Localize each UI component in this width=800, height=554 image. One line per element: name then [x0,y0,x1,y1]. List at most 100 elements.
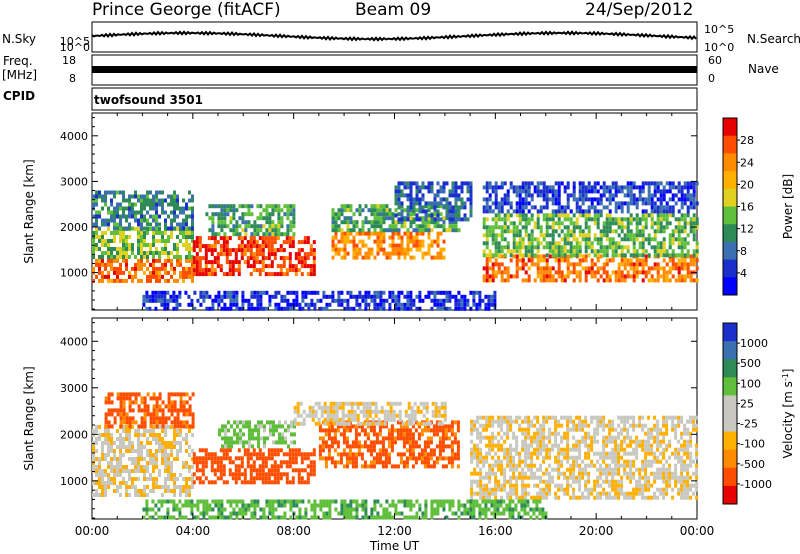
velocity-colorbar-tick-7: -1000 [740,478,772,491]
nsky-tick-top: 10^5 [60,35,90,48]
power-colorbar-tick-4: 12 [740,223,754,236]
freq-trace [92,66,697,73]
power-colorbar-tick-6: 4 [740,267,747,280]
nave-tick-top: 60 [708,54,722,67]
velocity-colorbar-swatch-2 [723,359,737,378]
cpid-label: CPID [3,89,36,103]
xtick-label-1: 04:00 [176,524,211,538]
velocity-colorbar-swatch-4 [723,395,737,414]
power-region-1 [92,227,194,259]
power-region-5 [331,231,446,260]
power-region-0 [92,258,194,283]
velocity-colorbar-swatch-9 [723,485,737,505]
power-region-9 [482,213,699,258]
freq-unit-label: [MHz] [2,68,38,82]
power-colorbar-tick-2: 20 [740,178,754,191]
nsky-panel [91,21,698,53]
xtick-label-3: 12:00 [377,524,412,538]
velocity-ytick-label-3: 4000 [60,335,88,348]
beam-title: Beam 09 [355,0,432,20]
xtick-label-6: 00:00 [680,524,715,538]
power-colorbar-swatch-1 [723,135,737,154]
xaxis-label: Time UT [369,539,420,553]
velocity-colorbar-swatch-8 [723,467,737,487]
power-colorbar-swatch-7 [723,241,737,261]
velocity-colorbar-swatch-5 [723,413,737,433]
xtick-label-5: 20:00 [579,524,614,538]
velocity-colorbar-swatch-3 [723,377,737,396]
velocity-colorbar-tick-4: -25 [740,418,758,431]
velocity-region-1 [104,392,195,429]
power-region-4 [205,204,296,237]
power-colorbar-label: Power [dB] [781,174,795,239]
power-colorbar-tick-3: 16 [740,201,754,214]
velocity-region-4 [318,420,460,469]
xtick-label-0: 00:00 [75,524,110,538]
velocity-colorbar-swatch-6 [723,431,737,451]
cpid-panel [91,87,698,111]
velocity-region-3 [218,420,296,449]
velocity-ylabel: Slant Range [km] [22,366,36,470]
freq-tick-top: 18 [62,54,76,67]
power-colorbar-swatch-0 [723,118,737,137]
nave-tick-bottom: 0 [708,72,715,85]
velocity-colorbar-swatch-0 [723,323,737,342]
velocity-region-0 [92,425,194,497]
power-region-11 [142,290,497,311]
velocity-region-6 [470,415,699,500]
nsky-label: N.Sky [2,32,37,46]
power-colorbar-swatch-2 [723,153,737,172]
nsky-tick-bottom: 10^0 [60,41,90,54]
date-title: 24/Sep/2012 [585,0,694,20]
power-colorbar-swatch-5 [723,206,737,225]
power-colorbar-tick-0: 28 [740,134,754,147]
power-region-2 [92,190,194,231]
power-ytick-label-0: 1000 [60,267,88,280]
velocity-colorbar-tick-0: 1000 [740,337,768,350]
power-ytick-label-3: 4000 [60,130,88,143]
velocity-colorbar-tick-3: 25 [740,397,754,410]
velocity-colorbar-swatch-1 [723,341,737,360]
velocity-region-7 [142,499,548,520]
velocity-colorbar-tick-5: -100 [740,438,765,451]
cpid-value: twofsound 3501 [94,93,203,107]
power-colorbar-swatch-8 [723,259,737,278]
power-region-3 [192,236,316,277]
power-ytick-label-1: 2000 [60,221,88,234]
power-ytick-label-2: 3000 [60,175,88,188]
power-colorbar-swatch-3 [723,171,737,190]
power-region-8 [482,254,699,283]
power-colorbar-tick-5: 8 [740,245,747,258]
nsky-trace [91,30,697,42]
power-region-7 [394,181,473,222]
velocity-colorbar-tick-1: 500 [740,357,761,370]
velocity-colorbar-tick-6: -500 [740,458,765,471]
nsearch-label: N.Search [747,32,800,46]
velocity-colorbar-swatch-7 [723,449,737,469]
power-colorbar-swatch-6 [723,224,737,243]
velocity-ytick-label-2: 3000 [60,382,88,395]
power-region-6 [331,204,461,233]
power-colorbar-swatch-9 [723,277,737,296]
xtick-label-4: 16:00 [478,524,513,538]
power-colorbar-tick-1: 24 [740,156,754,169]
nsearch-tick-bottom: 10^0 [704,41,734,54]
power-colorbar-swatch-4 [723,188,737,207]
velocity-region-2 [192,448,316,485]
velocity-colorbar-tick-2: 100 [740,377,761,390]
nsearch-tick-top: 10^5 [704,23,734,36]
freq-label: Freq. [3,54,33,68]
power-ylabel: Slant Range [km] [22,159,36,263]
freq-tick-bottom: 8 [69,72,76,85]
velocity-ytick-label-0: 1000 [60,475,88,488]
nave-label: Nave [748,62,779,76]
xtick-label-2: 08:00 [276,524,311,538]
velocity-ytick-label-1: 2000 [60,428,88,441]
velocity-region-5 [293,401,447,426]
power-region-10 [482,181,699,214]
station-title: Prince George (fitACF) [92,0,281,20]
velocity-colorbar-label: Velocity [m s-1] [781,369,796,459]
velocity-colorbar-frame [722,322,738,505]
